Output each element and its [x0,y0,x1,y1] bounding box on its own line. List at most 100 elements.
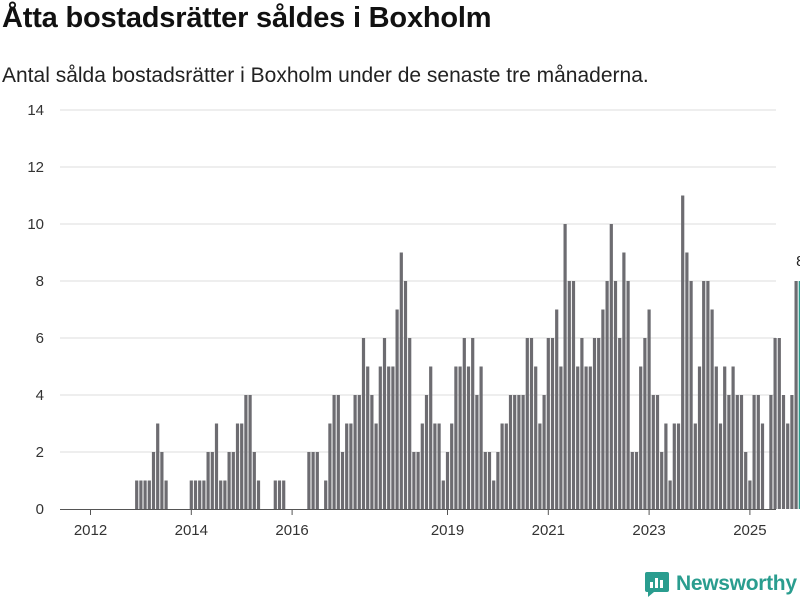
bar [555,309,559,509]
bar [466,366,471,509]
bar [660,452,664,509]
bar [647,309,651,509]
bar [601,309,605,509]
bar [584,366,588,509]
x-tick-label: 2016 [275,522,308,539]
bar [626,281,630,509]
bar [668,480,672,509]
y-tick-label: 6 [36,330,44,347]
bar [718,423,723,509]
x-tick-label: 2014 [175,522,208,539]
bar [206,452,210,509]
x-tick-label: 2019 [431,522,464,539]
bar [664,423,668,509]
bar [744,452,748,509]
bar [345,423,349,509]
bar [462,338,466,509]
bar [550,338,555,509]
bar [513,395,517,509]
bar-highlight [798,281,800,509]
labels: 0 2 4 6 8 10 12 14 2012 2014 2016 2019 2021 2023 2025 8 [27,102,800,539]
bar [311,452,315,509]
bar [374,423,378,509]
bar [403,281,408,509]
bar [618,338,622,509]
bar [723,366,727,509]
bar [714,366,718,509]
bar [416,452,420,509]
bar [613,281,618,509]
bar [256,480,261,509]
newsworthy-logo-icon [645,572,669,597]
bar [727,395,731,509]
bar [252,452,256,509]
bar [214,423,219,509]
bar [479,366,483,509]
bar [693,423,697,509]
bar [164,480,168,509]
bar [378,366,382,509]
brand-logo: Newsworthy [644,570,797,598]
bar [534,366,538,509]
bar [160,452,164,509]
bar [576,366,580,509]
bar [458,366,462,509]
bar [542,395,546,509]
bar [189,480,193,509]
bar [769,395,773,509]
bar [786,423,790,509]
bar [517,395,521,509]
bar [244,395,248,509]
y-tick-label: 0 [36,501,44,518]
bar [655,395,660,509]
bar [672,423,676,509]
bar [315,452,319,509]
bar [382,338,387,509]
bar [739,395,744,509]
bar [752,395,756,509]
bar [756,395,760,509]
highlight-data-label: 8 [796,253,800,270]
bar [235,423,240,509]
bar [643,338,647,509]
bar [433,423,437,509]
y-tick-label: 10 [27,216,44,233]
bar [563,224,567,509]
bar [454,366,458,509]
bar [420,423,424,509]
bar [676,423,681,509]
bar [353,395,357,509]
bar [412,452,416,509]
bar [697,366,702,509]
bar [408,338,412,509]
bar [592,338,597,509]
bar [521,395,525,509]
bar [277,480,282,509]
bar [622,252,626,509]
bar [559,366,563,509]
bar [630,452,634,509]
bar [395,309,399,509]
bar [399,252,403,509]
bar [240,423,244,509]
bar [147,480,151,509]
bar [307,452,311,509]
bar [546,338,550,509]
bar [731,366,735,509]
bar [597,338,601,509]
bar [748,480,752,509]
bar [475,395,479,509]
bar [706,281,710,509]
bar [735,395,739,509]
axes [60,509,776,515]
bar [580,338,584,509]
bar [639,366,643,509]
bar [135,480,139,509]
bar [424,395,429,509]
bar [441,480,445,509]
bar [685,252,689,509]
y-tick-label: 8 [36,273,44,290]
bar [609,224,613,509]
bar [571,281,576,509]
